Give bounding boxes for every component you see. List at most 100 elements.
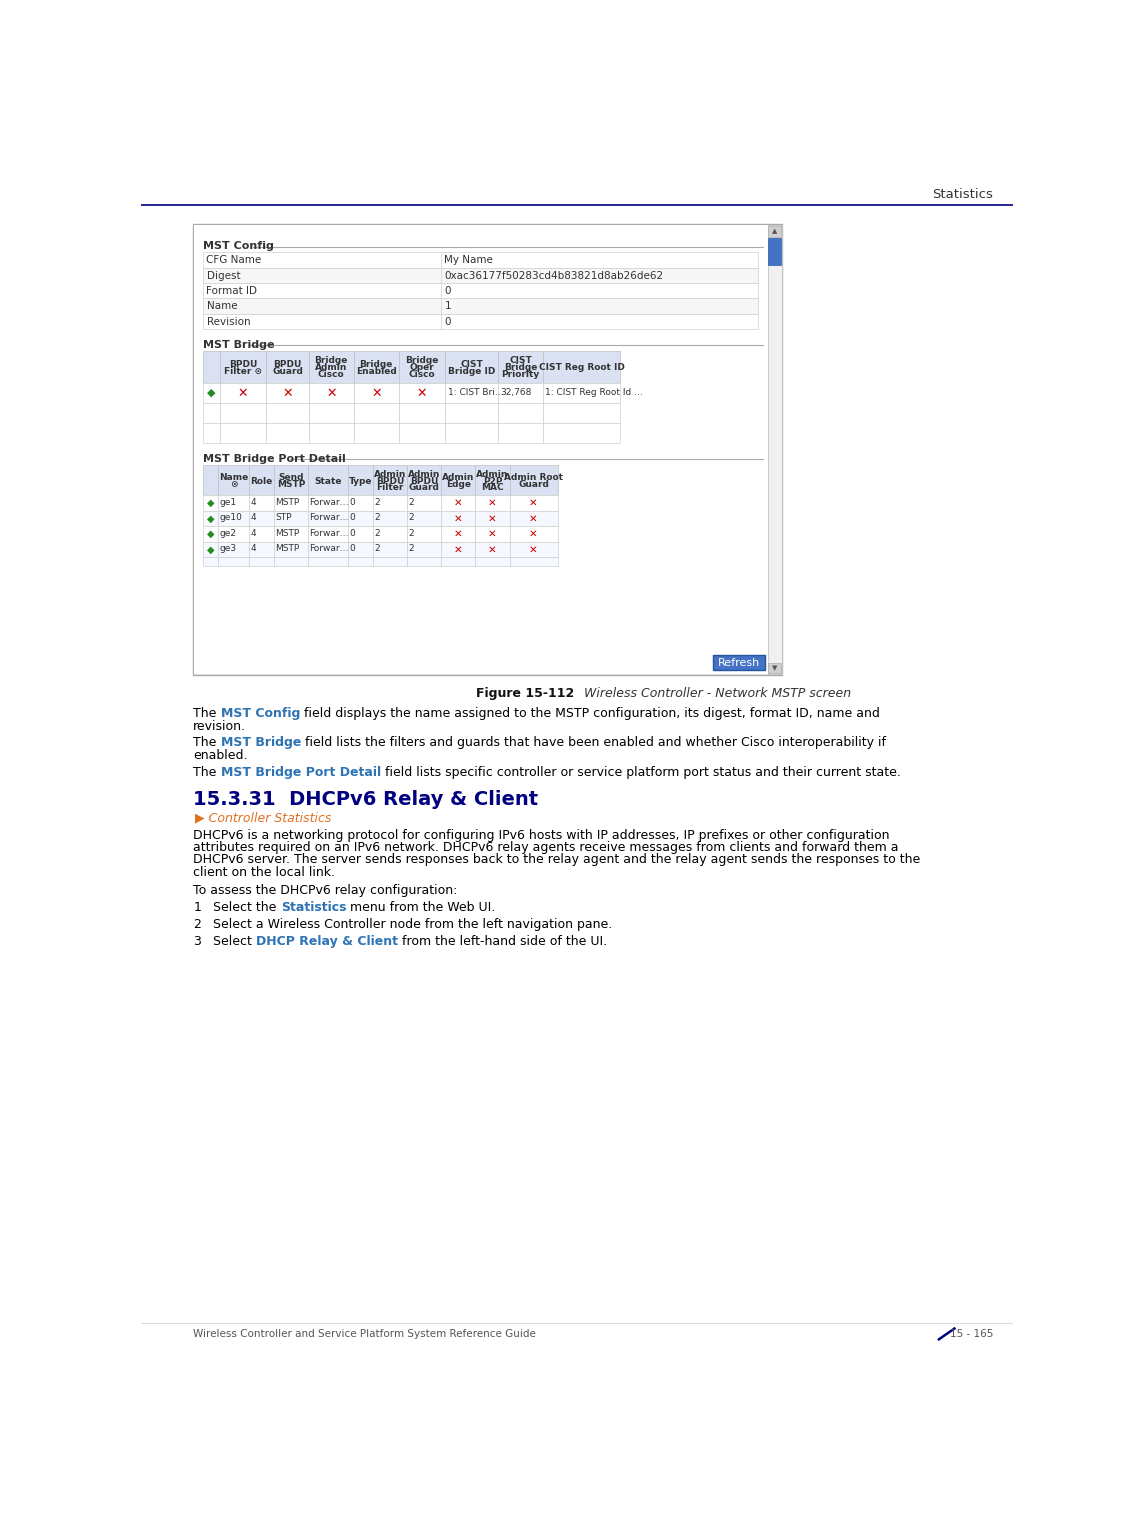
Text: Forwar…: Forwar… [309, 513, 349, 522]
Text: MSTP: MSTP [276, 545, 299, 552]
Bar [446, 423, 498, 443]
Bar [202, 404, 219, 423]
Text: Bridge: Bridge [315, 356, 348, 366]
Bar [219, 350, 267, 382]
Text: Admin: Admin [408, 470, 441, 479]
Bar [273, 542, 308, 557]
Bar [768, 663, 781, 674]
Bar [273, 557, 308, 566]
Text: CIST: CIST [460, 360, 483, 369]
Text: 4: 4 [251, 545, 256, 552]
Bar [510, 542, 558, 557]
Text: Statistics: Statistics [281, 901, 346, 915]
Text: ◆: ◆ [207, 545, 214, 554]
Text: ✕: ✕ [455, 514, 462, 523]
Text: 2: 2 [408, 545, 414, 552]
Text: Revision: Revision [207, 317, 250, 326]
Text: revision.: revision. [193, 719, 246, 733]
Text: 2: 2 [375, 498, 380, 507]
Bar [510, 496, 558, 511]
Bar [202, 542, 218, 557]
Bar [308, 404, 353, 423]
Bar [407, 526, 441, 542]
Bar [407, 557, 441, 566]
Text: menu from the Web UI.: menu from the Web UI. [346, 901, 496, 915]
Bar [249, 496, 273, 511]
Text: enabled.: enabled. [193, 749, 248, 762]
Bar [219, 382, 267, 404]
Text: Send: Send [278, 473, 304, 482]
Text: Digest: Digest [207, 270, 240, 281]
Bar [374, 511, 407, 526]
Bar [441, 542, 476, 557]
Text: ▲: ▲ [772, 229, 777, 234]
Text: MST Bridge: MST Bridge [202, 340, 274, 350]
Bar [218, 557, 249, 566]
Text: Cisco: Cisco [408, 370, 435, 379]
Text: Guard: Guard [272, 367, 303, 376]
Bar [476, 511, 510, 526]
Text: ✕: ✕ [529, 514, 538, 523]
Text: 0: 0 [444, 287, 451, 296]
Text: The: The [193, 707, 220, 721]
Text: Filter ⊙: Filter ⊙ [224, 367, 262, 376]
Bar [353, 350, 398, 382]
Bar [308, 557, 349, 566]
Bar [308, 350, 353, 382]
Text: Edge: Edge [446, 479, 471, 488]
Bar [308, 496, 349, 511]
Text: Admin: Admin [374, 470, 406, 479]
Text: 4: 4 [251, 498, 256, 507]
Text: ✕: ✕ [488, 529, 497, 539]
Bar [446, 350, 498, 382]
Text: Select a Wireless Controller node from the left navigation pane.: Select a Wireless Controller node from t… [214, 918, 613, 931]
Bar [476, 526, 510, 542]
Text: ✕: ✕ [488, 514, 497, 523]
Text: Admin: Admin [315, 364, 348, 372]
Text: CIST Reg Root ID: CIST Reg Root ID [539, 364, 624, 372]
Bar [398, 423, 446, 443]
Bar [476, 496, 510, 511]
Text: Role: Role [251, 476, 272, 485]
Text: Select: Select [214, 934, 256, 948]
Text: The: The [193, 736, 220, 749]
Bar [353, 423, 398, 443]
Bar [374, 542, 407, 557]
Text: 0: 0 [350, 498, 356, 507]
Text: ◆: ◆ [207, 498, 214, 508]
Bar [308, 464, 349, 496]
Text: 1: CIST Reg Root Id …: 1: CIST Reg Root Id … [546, 388, 644, 396]
Text: ge3: ge3 [219, 545, 236, 552]
Bar [267, 404, 308, 423]
Text: Select the: Select the [214, 901, 281, 915]
Text: CIST: CIST [508, 356, 532, 366]
Text: MST Bridge Port Detail: MST Bridge Port Detail [202, 454, 345, 464]
Text: P2P: P2P [483, 476, 502, 485]
Text: BPDU: BPDU [273, 360, 302, 369]
Text: BPDU: BPDU [228, 360, 258, 369]
Bar [202, 423, 219, 443]
Bar [768, 226, 781, 237]
Text: 15 - 165: 15 - 165 [950, 1329, 993, 1340]
Text: BPDU: BPDU [376, 476, 404, 485]
Bar [441, 557, 476, 566]
Text: attributes required on an IPv6 network. DHCPv6 relay agents receive messages fro: attributes required on an IPv6 network. … [193, 840, 899, 854]
Text: Admin: Admin [442, 473, 475, 482]
Text: 1: 1 [444, 302, 451, 311]
Bar [353, 382, 398, 404]
Bar [498, 423, 543, 443]
Bar [398, 350, 446, 382]
Text: Name: Name [207, 302, 237, 311]
Bar [476, 557, 510, 566]
Bar [218, 526, 249, 542]
Text: 2: 2 [408, 498, 414, 507]
Bar [374, 526, 407, 542]
Bar [543, 350, 620, 382]
Text: field lists specific controller or service platform port status and their curren: field lists specific controller or servi… [381, 766, 901, 778]
Text: Type: Type [349, 476, 372, 485]
Bar [374, 496, 407, 511]
Text: BPDU: BPDU [411, 476, 439, 485]
Bar [713, 655, 765, 671]
Text: 0: 0 [350, 513, 356, 522]
Text: field displays the name assigned to the MSTP configuration, its digest, format I: field displays the name assigned to the … [300, 707, 880, 721]
